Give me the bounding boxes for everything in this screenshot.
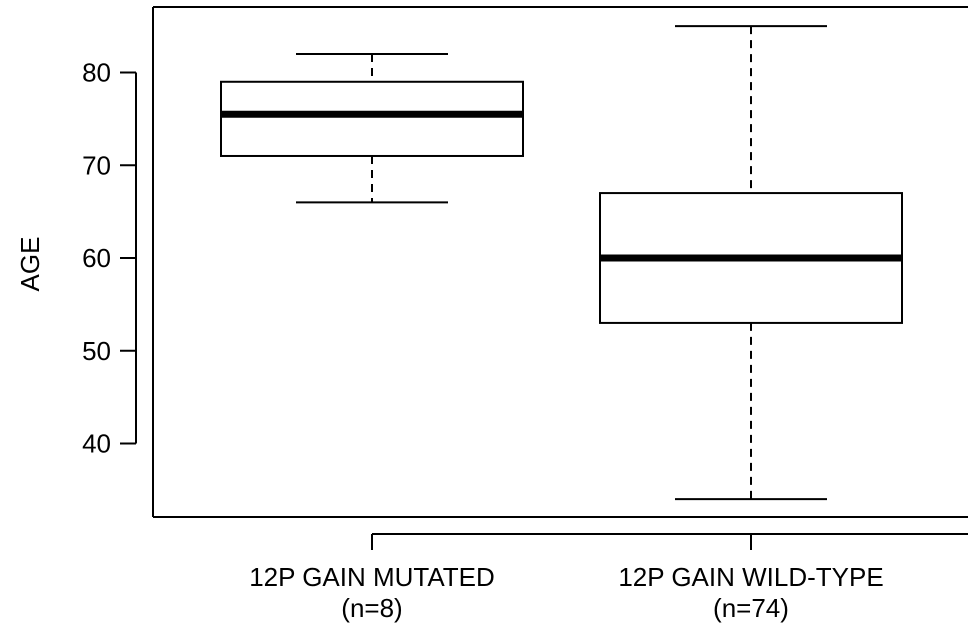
box-2 xyxy=(599,25,903,501)
y-axis-title: AGE xyxy=(15,237,45,292)
box-1 xyxy=(220,52,524,204)
x-category-count-2: (n=74) xyxy=(713,593,789,623)
x-axis: 12P GAIN MUTATED(n=8) 12P GAIN WILD-TYPE(… xyxy=(249,533,968,623)
y-tick-label-50: 50 xyxy=(82,336,111,366)
y-axis: 40 50 60 70 80 xyxy=(82,58,137,459)
y-tick-label-60: 60 xyxy=(82,243,111,273)
x-category-label-2: 12P GAIN WILD-TYPE xyxy=(618,562,883,592)
y-tick-label-40: 40 xyxy=(82,429,111,459)
x-category-count-1: (n=8) xyxy=(341,593,402,623)
boxes xyxy=(220,25,903,501)
y-tick-label-70: 70 xyxy=(82,150,111,180)
iqr-box-1 xyxy=(220,80,524,157)
plot-area xyxy=(152,6,968,518)
x-category-label-1: 12P GAIN MUTATED xyxy=(249,562,495,592)
y-tick-label-80: 80 xyxy=(82,58,111,88)
